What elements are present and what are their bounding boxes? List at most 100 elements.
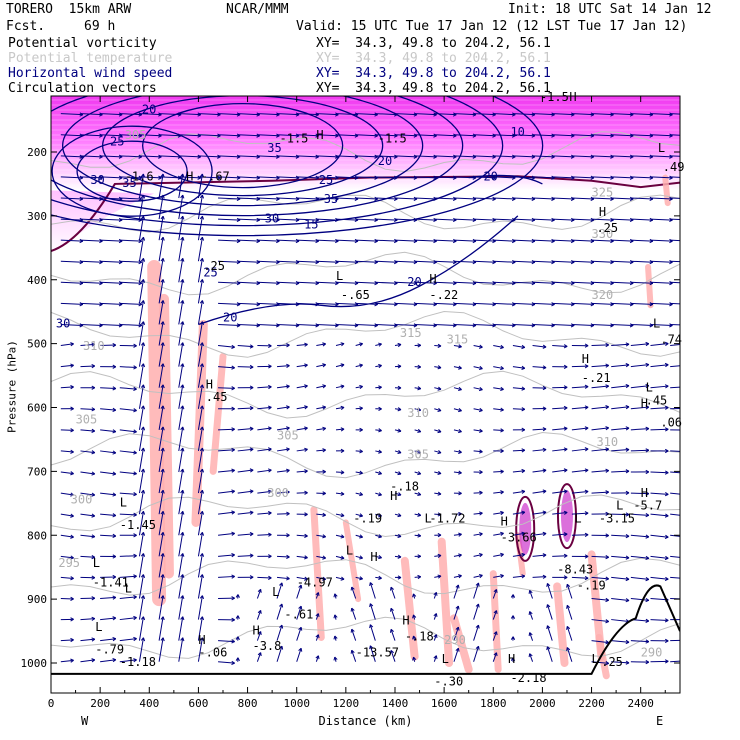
circulation-vector — [434, 345, 442, 347]
vector-arrowhead — [359, 492, 363, 497]
circulation-vector — [532, 218, 555, 221]
circulation-vector — [138, 321, 144, 346]
vector-arrowhead — [437, 429, 442, 434]
circulation-vector — [100, 534, 116, 537]
circulation-vector — [296, 155, 319, 158]
circulation-vector — [434, 218, 457, 221]
vector-arrowhead — [70, 576, 74, 581]
vector-arrowhead — [112, 407, 117, 412]
vector-arrowhead — [455, 647, 460, 652]
circulation-vector — [493, 491, 504, 494]
circulation-vector — [119, 387, 137, 390]
vector-arrowhead — [521, 365, 526, 370]
pv-cell-outline — [515, 495, 536, 562]
circulation-vector — [611, 218, 634, 221]
circulation-vector — [60, 364, 74, 368]
vector-arrowhead — [249, 468, 254, 473]
vector-arrowhead — [268, 575, 272, 580]
circulation-vector — [138, 469, 144, 494]
vector-arrowhead — [625, 426, 630, 431]
circulation-vector — [178, 237, 184, 262]
circulation-vector — [630, 239, 653, 242]
vector-arrowhead — [340, 405, 345, 410]
vector-arrowhead — [493, 652, 498, 657]
circulation-vector — [532, 428, 547, 431]
circulation-vector — [591, 302, 614, 305]
circulation-vector — [335, 281, 359, 284]
circulation-vector — [296, 648, 302, 662]
circulation-vector — [158, 511, 164, 536]
circulation-vector — [139, 134, 162, 137]
circulation-vector — [296, 534, 308, 537]
vector-arrowhead — [112, 364, 117, 369]
circulation-vector — [158, 490, 164, 515]
circulation-vector — [257, 281, 280, 284]
circulation-vector — [197, 194, 203, 220]
circulation-vector — [316, 555, 326, 559]
vector-arrowhead — [510, 594, 516, 598]
circulation-vector — [529, 590, 534, 599]
circulation-vector — [178, 258, 184, 283]
circulation-vector — [335, 302, 359, 305]
circulation-vector — [80, 323, 103, 326]
circulation-vector — [453, 626, 459, 641]
circulation-vector — [158, 574, 164, 599]
circulation-vector — [414, 429, 421, 433]
circulation-vector — [138, 363, 144, 388]
vector-arrowhead — [160, 279, 165, 283]
vector-arrowhead — [664, 470, 669, 475]
circulation-vector — [256, 610, 262, 620]
vector-arrowhead — [359, 406, 363, 411]
circulation-vector — [158, 553, 164, 578]
circulation-vector — [591, 176, 614, 179]
circulation-vector — [159, 113, 182, 116]
vector-arrowhead — [664, 341, 669, 346]
circulation-vector — [178, 532, 184, 557]
theta-label: 305 — [76, 412, 98, 426]
circulation-vector — [394, 471, 402, 475]
extremum-value: -.67 — [201, 170, 230, 184]
circulation-vector — [453, 218, 476, 221]
extremum-value: -.65 — [341, 288, 370, 302]
circulation-vector — [591, 491, 609, 494]
wind-speed-label: 30 — [265, 211, 279, 225]
circulation-vector — [369, 582, 376, 599]
vector-arrowhead — [298, 584, 303, 589]
vector-arrowhead — [286, 426, 290, 431]
extremum-value: -.61 — [284, 607, 313, 621]
circulation-vector — [453, 197, 476, 200]
vector-arrowhead — [180, 194, 185, 199]
circulation-vector — [532, 260, 555, 263]
circulation-vector — [355, 555, 363, 559]
vector-arrowhead — [133, 574, 137, 579]
circulation-vector — [335, 576, 345, 580]
circulation-vector — [453, 345, 462, 348]
vector-arrowhead — [689, 113, 692, 116]
vector-arrowhead — [91, 616, 96, 621]
wind-speed-label: 20 — [407, 275, 421, 289]
circulation-vector — [198, 134, 221, 137]
vector-arrowhead — [584, 511, 589, 516]
circulation-vector — [630, 323, 653, 326]
circulation-vector — [453, 450, 462, 453]
circulation-vector — [630, 155, 653, 158]
circulation-vector — [571, 323, 594, 326]
circulation-vector — [532, 281, 555, 284]
vector-arrowhead — [199, 510, 205, 515]
circulation-vector — [197, 321, 203, 346]
vector-arrowhead — [304, 469, 308, 474]
circulation-vector — [178, 363, 184, 388]
extremum-value: -2.18 — [510, 671, 546, 685]
circulation-vector — [670, 471, 680, 474]
circulation-vector — [237, 407, 254, 410]
vector-arrowhead — [340, 555, 345, 560]
vector-arrowhead — [546, 625, 551, 630]
vector-arrowhead — [417, 428, 422, 433]
circulation-vector — [493, 575, 504, 578]
vector-arrowhead — [160, 215, 165, 220]
circulation-vector — [650, 323, 673, 326]
vector-arrowhead — [160, 173, 165, 178]
vector-arrowhead — [298, 626, 303, 631]
vector-arrowhead — [437, 491, 442, 496]
